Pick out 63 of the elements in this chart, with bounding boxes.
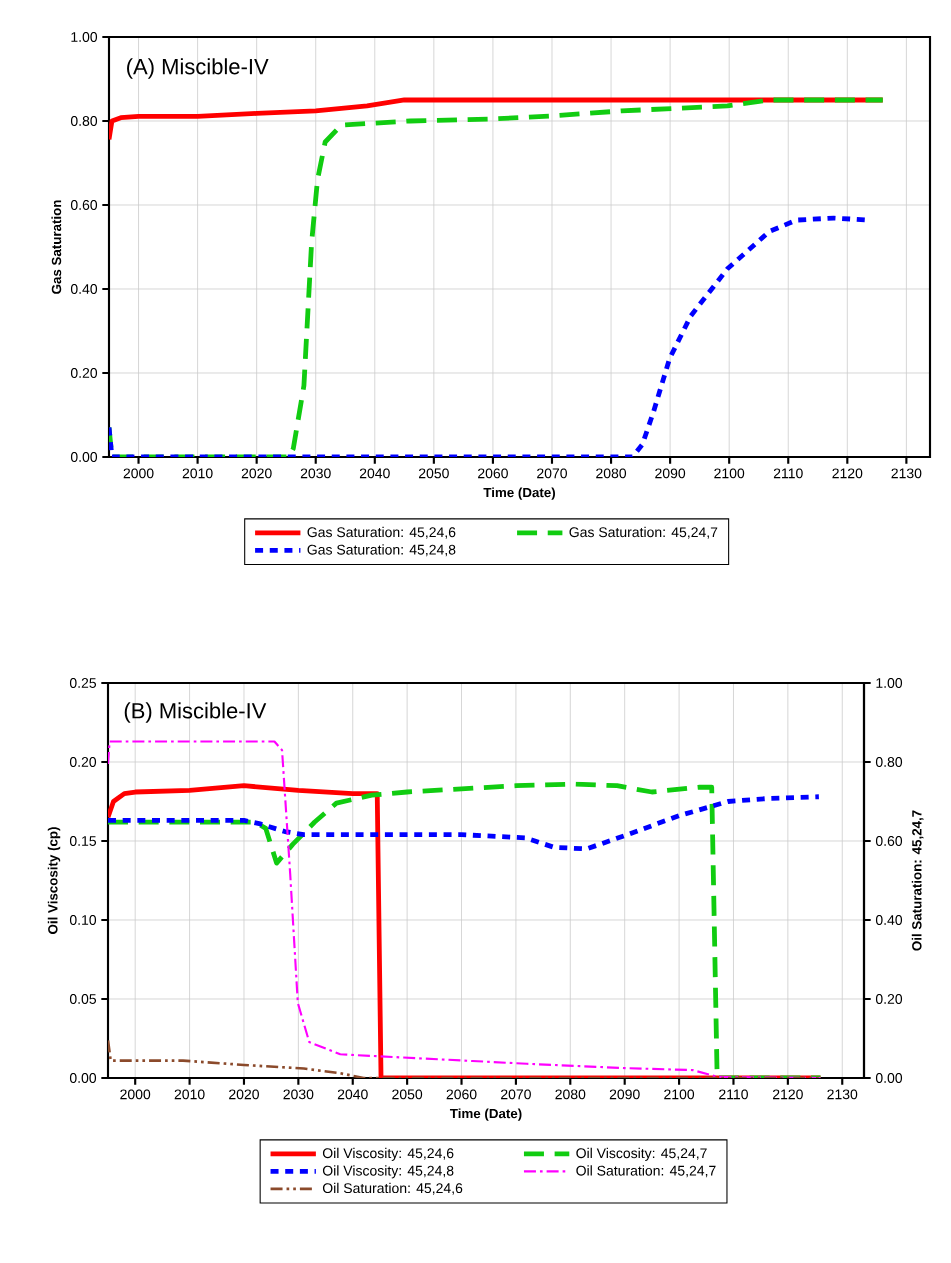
x-tick-label: 2090 [609,1089,640,1100]
y-tick-label: 0.60 [70,200,98,210]
y-tick-label: 1.00 [71,32,98,42]
y2-tick-label: 0.00 [875,1073,903,1083]
y-tick-label: 0.40 [70,284,98,294]
y-tick-label: 0.10 [69,915,97,925]
y2-axis-title: Oil Saturation: 45,24,7 [911,810,924,951]
x-axis-title: Time (Date) [449,1108,522,1121]
x-tick-label: 2020 [241,468,272,479]
x-tick-label: 2070 [501,1089,531,1100]
x-tick-label: 2060 [478,468,508,479]
x-tick-label: 2120 [773,1089,803,1100]
y-tick-label: 0.20 [69,757,97,767]
x-tick-label: 2000 [120,1089,151,1100]
legend-label: Oil Viscosity: 45,24,6 [322,1147,454,1161]
text: (A) Miscible-IV [127,58,269,79]
legend-label: Gas Saturation: 45,24,8 [307,544,456,557]
x-tick-label: 2050 [392,1089,423,1100]
x-tick-label: 2000 [123,468,154,479]
line-series [108,1039,822,1078]
x-tick-label: 2010 [182,468,213,479]
line-series [109,97,886,457]
y2-tick-label: 1.00 [876,678,903,688]
x-tick-label: 2110 [773,468,803,479]
x-tick-label: 2030 [283,1089,314,1100]
x-tick-label: 2120 [832,468,863,479]
x-tick-label: 2040 [359,468,390,479]
text: (B) Miscible-IV [124,702,267,723]
y-tick-label: 0.80 [70,116,98,126]
legend-label: Oil Viscosity: 45,24,8 [322,1165,454,1179]
y2-tick-label: 0.80 [875,757,903,767]
y-tick-label: 0.20 [70,368,98,378]
x-tick-label: 2020 [229,1089,259,1100]
legend-label: Gas Saturation: 45,24,6 [307,526,456,539]
y-axis-title: Oil Viscosity (cp) [47,827,61,934]
x-tick-label: 2060 [446,1089,477,1100]
x-tick-label: 2050 [419,468,449,479]
y-tick-label: 0.05 [69,994,97,1004]
legend-label: Oil Viscosity: 45,24,7 [576,1147,707,1161]
x-tick-label: 2110 [719,1089,748,1100]
y2-tick-label: 0.20 [875,994,903,1004]
y-axis-title: Gas Saturation [51,200,62,294]
y-tick-label: 0.00 [69,1073,97,1083]
x-tick-label: 2090 [655,468,686,479]
legend-label: Oil Saturation: 45,24,6 [322,1182,463,1195]
y-tick-label: 0.15 [69,836,97,846]
x-tick-label: 2100 [714,468,745,479]
x-axis-title: Time (Date) [483,487,556,500]
x-tick-label: 2130 [891,468,922,479]
y2-tick-label: 0.60 [875,836,903,846]
x-tick-label: 2040 [337,1089,368,1100]
x-tick-label: 2030 [300,468,331,479]
x-tick-label: 2080 [596,468,627,479]
y-tick-label: 0.25 [69,678,97,688]
x-tick-label: 2130 [827,1089,858,1100]
legend-label: Oil Saturation: 45,24,7 [576,1165,716,1178]
y2-tick-label: 0.40 [875,915,903,925]
x-tick-label: 2010 [174,1089,205,1100]
y-tick-label: 0.00 [70,452,98,462]
x-tick-label: 2080 [555,1089,586,1100]
x-tick-label: 2100 [664,1089,695,1100]
legend-label: Gas Saturation: 45,24,7 [569,526,718,539]
x-tick-label: 2070 [537,468,567,479]
